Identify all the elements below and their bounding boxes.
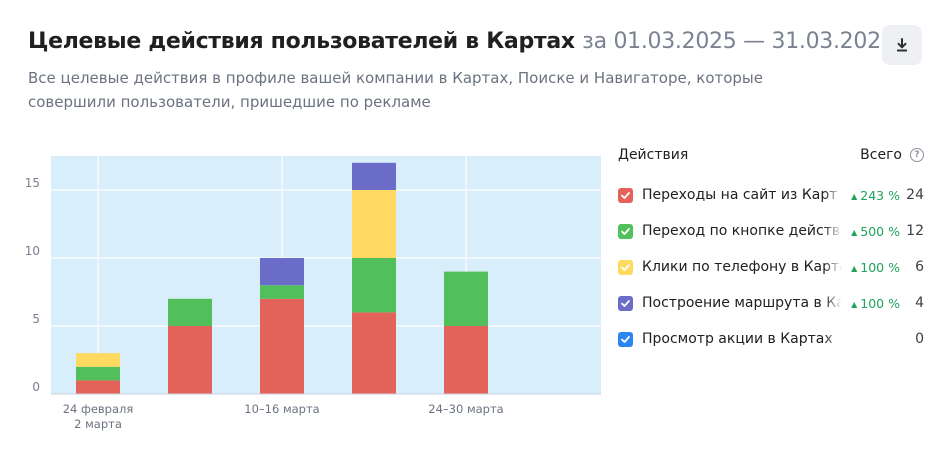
legend-item[interactable]: Клики по телефону в Картах ▲ 100 % 6 [618,249,924,285]
check-icon [621,227,630,235]
check-icon [621,191,630,199]
arrow-up-icon: ▲ [851,191,858,201]
legend: Действия Всего ? Переходы на сайт из Кар… [618,143,924,357]
legend-change: ▲ 100 % [844,260,900,275]
legend-label: Просмотр акции в Картах [642,331,842,347]
y-tick-label: 15 [25,176,40,190]
y-tick-label: 5 [32,312,40,326]
legend-item[interactable]: Переходы на сайт из Карт ▲ 243 % 24 [618,177,924,213]
legend-item[interactable]: Построение маршрута в Картах ▲100 % 4 [618,285,924,321]
legend-label: Клики по телефону в Картах [642,259,842,275]
legend-header-total: Всего [860,147,902,163]
legend-label: Построение маршрута в Картах [642,295,842,311]
legend-change: ▲ 243 % [844,188,900,203]
legend-change: ▲ 100 % [844,296,900,311]
bar-segment [444,326,488,394]
legend-checkbox[interactable] [618,223,633,239]
title-text: Целевые действия пользователей в Картах [28,29,575,54]
help-icon[interactable]: ? [910,148,924,162]
legend-rows: Переходы на сайт из Карт ▲ 243 % 24 Перех… [618,177,924,357]
bar-segment [444,271,488,326]
legend-item[interactable]: Просмотр акции в Картах 0 [618,321,924,357]
arrow-up-icon: ▲ [851,263,858,273]
legend-change-value: 100 % [860,259,900,275]
legend-total: 24 [906,187,924,203]
legend-checkbox[interactable] [618,295,633,311]
page-title: Целевые действия пользователей в Картах … [28,26,895,58]
legend-header: Действия Всего ? [618,143,924,167]
legend-label: Переходы на сайт из Карт [642,187,842,203]
bar-segment [76,353,120,367]
x-tick-label: 24 февраля [63,402,134,416]
legend-checkbox[interactable] [618,187,633,203]
legend-change-value: 100 % [860,295,900,311]
legend-checkbox[interactable] [618,259,633,275]
bar-segment [352,162,396,190]
check-icon [621,299,630,307]
bar-segment [352,258,396,313]
y-tick-label: 10 [25,244,40,258]
legend-total: 6 [915,259,924,275]
bar-segment [260,258,304,286]
legend-change-value: 243 % [860,187,900,203]
bar-segment [76,366,120,381]
legend-change-value: 500 % [860,223,900,239]
bar-segment [352,190,396,258]
legend-change: ▲ 500 % [844,224,900,239]
bar-segment [76,380,120,394]
bar-segment [168,298,212,326]
bar-segment [260,285,304,299]
legend-header-actions: Действия [618,147,689,163]
period-text: за 01.03.2025 — 31.03.2025 [582,29,895,54]
chart-header: Целевые действия пользователей в Картах … [28,26,895,114]
download-icon [897,38,907,52]
arrow-up-icon: ▲ [851,299,858,309]
x-tick-label: 24–30 марта [428,402,503,416]
legend-label: Переход по кнопке действия из Карт [642,223,842,239]
legend-total: 4 [915,295,924,311]
legend-total: 12 [906,223,924,239]
check-icon [621,263,630,271]
legend-item[interactable]: Переход по кнопке действия из Карт ▲500 … [618,213,924,249]
legend-checkbox[interactable] [618,331,633,347]
x-tick-label: 10–16 марта [244,402,319,416]
check-icon [621,335,630,343]
page-subtitle: Все целевые действия в профиле вашей ком… [28,69,763,111]
plot-area [51,156,601,394]
y-tick-label: 0 [32,380,40,394]
bar-segment [168,326,212,394]
bar-segment [260,298,304,394]
arrow-up-icon: ▲ [851,227,858,237]
bar-segment [352,312,396,394]
x-tick-label: 2 марта [74,417,122,431]
download-button[interactable] [882,25,922,65]
legend-total: 0 [915,331,924,347]
